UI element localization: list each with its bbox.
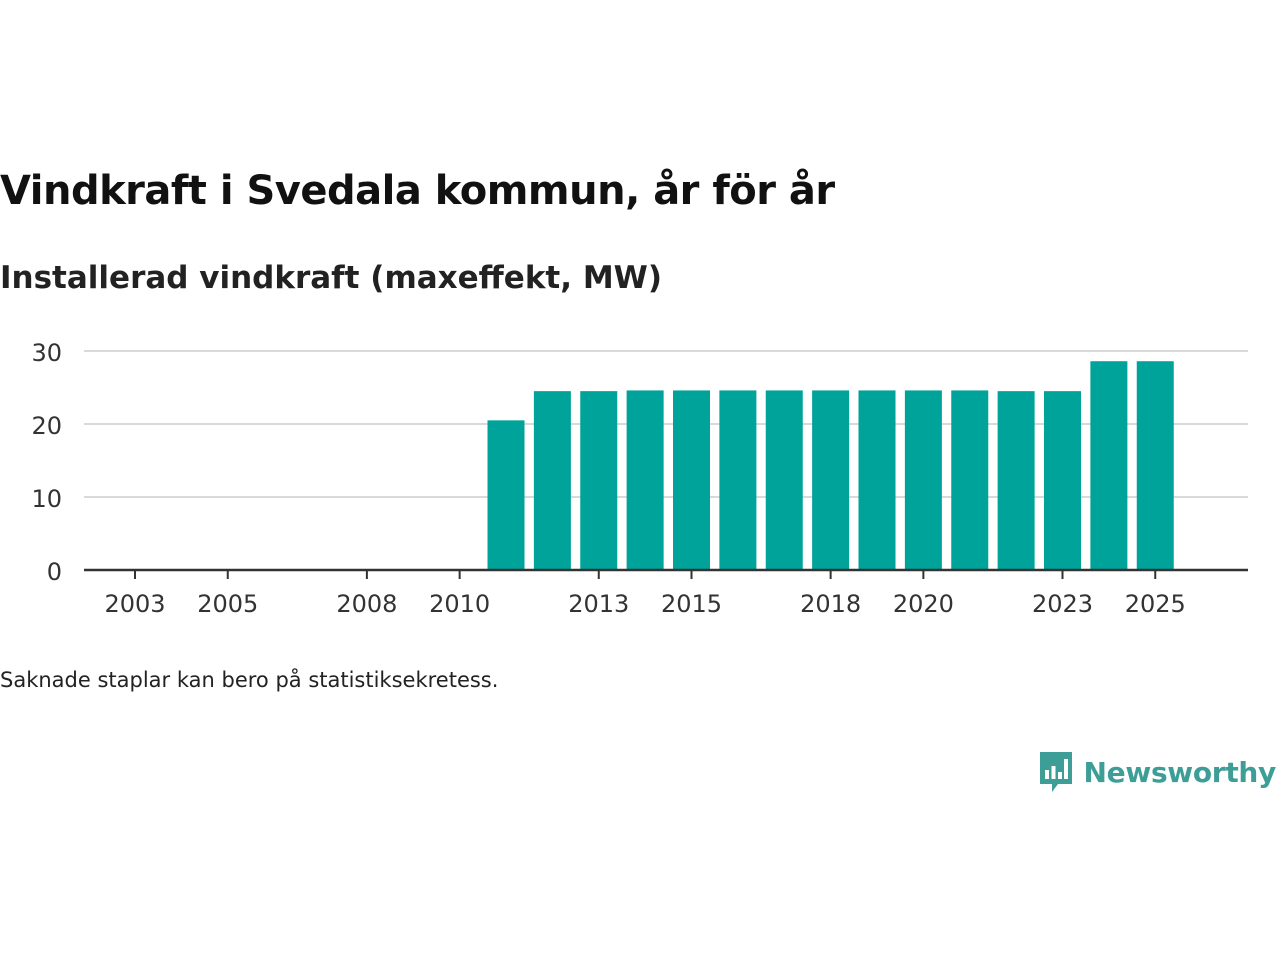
bar-2024: [1090, 361, 1128, 570]
chart-title: Vindkraft i Svedala kommun, år för år: [0, 168, 835, 214]
y-tick-label-0: 0: [47, 558, 62, 586]
bars: [487, 361, 1174, 570]
brand-logo: Newsworthy: [1038, 748, 1276, 796]
bar-2018: [812, 390, 850, 570]
bar-2022: [997, 391, 1035, 570]
x-tick-label-2015: 2015: [661, 590, 722, 618]
brand-name: Newsworthy: [1083, 755, 1277, 789]
x-tick-label-2020: 2020: [893, 590, 954, 618]
bar-2016: [719, 390, 757, 570]
bar-2013: [580, 391, 618, 570]
bar-chart: 0 10 20 30 2003 2005 2008 2010 2013 2015 2018 2020 2…: [31, 339, 1248, 618]
x-tick-label-2010: 2010: [429, 590, 490, 618]
x-tick-label-2025: 2025: [1125, 590, 1186, 618]
x-tick-label-2005: 2005: [197, 590, 258, 618]
bar-2019: [858, 390, 896, 570]
bar-2023: [1044, 391, 1082, 570]
chart-subtitle: Installerad vindkraft (maxeffekt, MW): [0, 260, 663, 296]
bar-2017: [765, 390, 803, 570]
x-tick-label-2018: 2018: [800, 590, 861, 618]
x-tick-label-2008: 2008: [336, 590, 397, 618]
bar-2014: [626, 390, 664, 570]
newsworthy-logo-icon: [1039, 752, 1072, 792]
footnote: Saknade staplar kan bero på statistiksek…: [0, 668, 499, 692]
bar-2021: [951, 390, 989, 570]
y-tick-label-30: 30: [31, 339, 62, 367]
x-tick-label-2003: 2003: [104, 590, 165, 618]
axes: 0 10 20 30 2003 2005 2008 2010 2013 2015 2018 2020 2…: [31, 339, 1248, 618]
y-tick-label-10: 10: [31, 485, 62, 513]
x-tick-label-2023: 2023: [1032, 590, 1093, 618]
bar-2025: [1136, 361, 1174, 570]
bar-2012: [533, 391, 571, 570]
x-tick-label-2013: 2013: [568, 590, 629, 618]
bar-2011: [487, 420, 525, 570]
y-tick-label-20: 20: [31, 412, 62, 440]
bar-2015: [673, 390, 711, 570]
bar-2020: [904, 390, 942, 570]
